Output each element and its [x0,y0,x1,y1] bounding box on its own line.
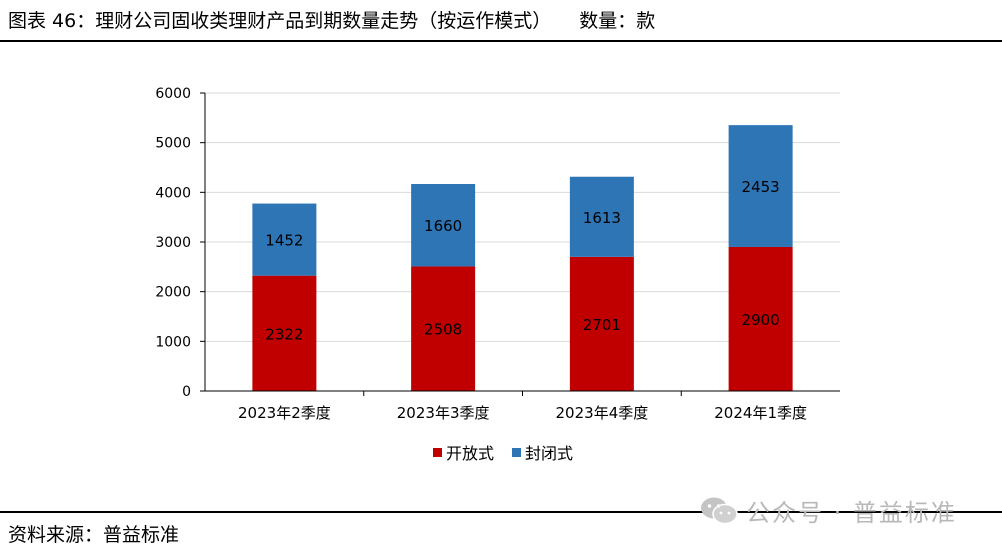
wechat-icon [701,497,738,524]
legend: 开放式 封闭式 [433,444,573,463]
data-label: 1452 [265,232,303,250]
stacked-bar-chart: 2322 1452 2508 1660 2701 1613 2900 2453 0 1000 20… [155,86,840,463]
data-label: 2322 [265,325,303,343]
data-label: 2453 [742,178,780,196]
legend-label: 开放式 [446,444,494,463]
top-divider [0,40,1002,42]
chart-title-bar: 图表 46：理财公司固收类理财产品到期数量走势（按运作模式） 数量：款 [8,6,655,33]
data-label: 2701 [583,316,621,334]
y-tick-label: 4000 [155,185,191,201]
x-category-label: 2024年1季度 [714,404,807,422]
bar-segment [728,125,793,247]
bar-segment [411,183,476,267]
data-label: 2900 [742,311,780,329]
source-note: 资料来源：普益标准 [8,524,180,546]
data-label: 1613 [583,209,621,227]
bar-segment [252,203,317,276]
data-label: 1660 [424,217,462,235]
data-label: 2508 [424,321,462,339]
bottom-divider [0,511,1002,513]
bar-segment [728,246,793,391]
y-tick-label: 0 [182,384,191,400]
y-tick-label: 1000 [155,334,191,350]
legend-swatch [433,448,442,457]
y-tick-label: 3000 [155,235,191,251]
bar-segment [569,256,634,391]
unit-label: 数量：款 [579,10,656,32]
bar-segment [252,275,317,391]
bar-segment [411,266,476,391]
y-tick-label: 6000 [155,86,191,102]
bar-segment [569,176,634,257]
data-labels: 2322 1452 2508 1660 2701 1613 2900 2453 [265,178,779,343]
bars [252,125,793,391]
watermark: 公众号 · 普益标准 [700,493,957,528]
chart-title: 图表 46：理财公司固收类理财产品到期数量走势（按运作模式） [8,10,552,32]
y-tick-label: 2000 [155,285,191,301]
legend-label: 封闭式 [525,444,573,463]
y-tick-label: 5000 [155,136,191,152]
x-category-label: 2023年2季度 [238,404,331,422]
axes: 0 1000 2000 3000 4000 5000 6000 2023年2季度 2023年3季… [155,86,840,422]
watermark-text: 公众号 · 普益标准 [746,499,957,527]
legend-swatch [512,448,521,457]
x-category-label: 2023年4季度 [556,404,649,422]
x-category-label: 2023年3季度 [397,404,490,422]
